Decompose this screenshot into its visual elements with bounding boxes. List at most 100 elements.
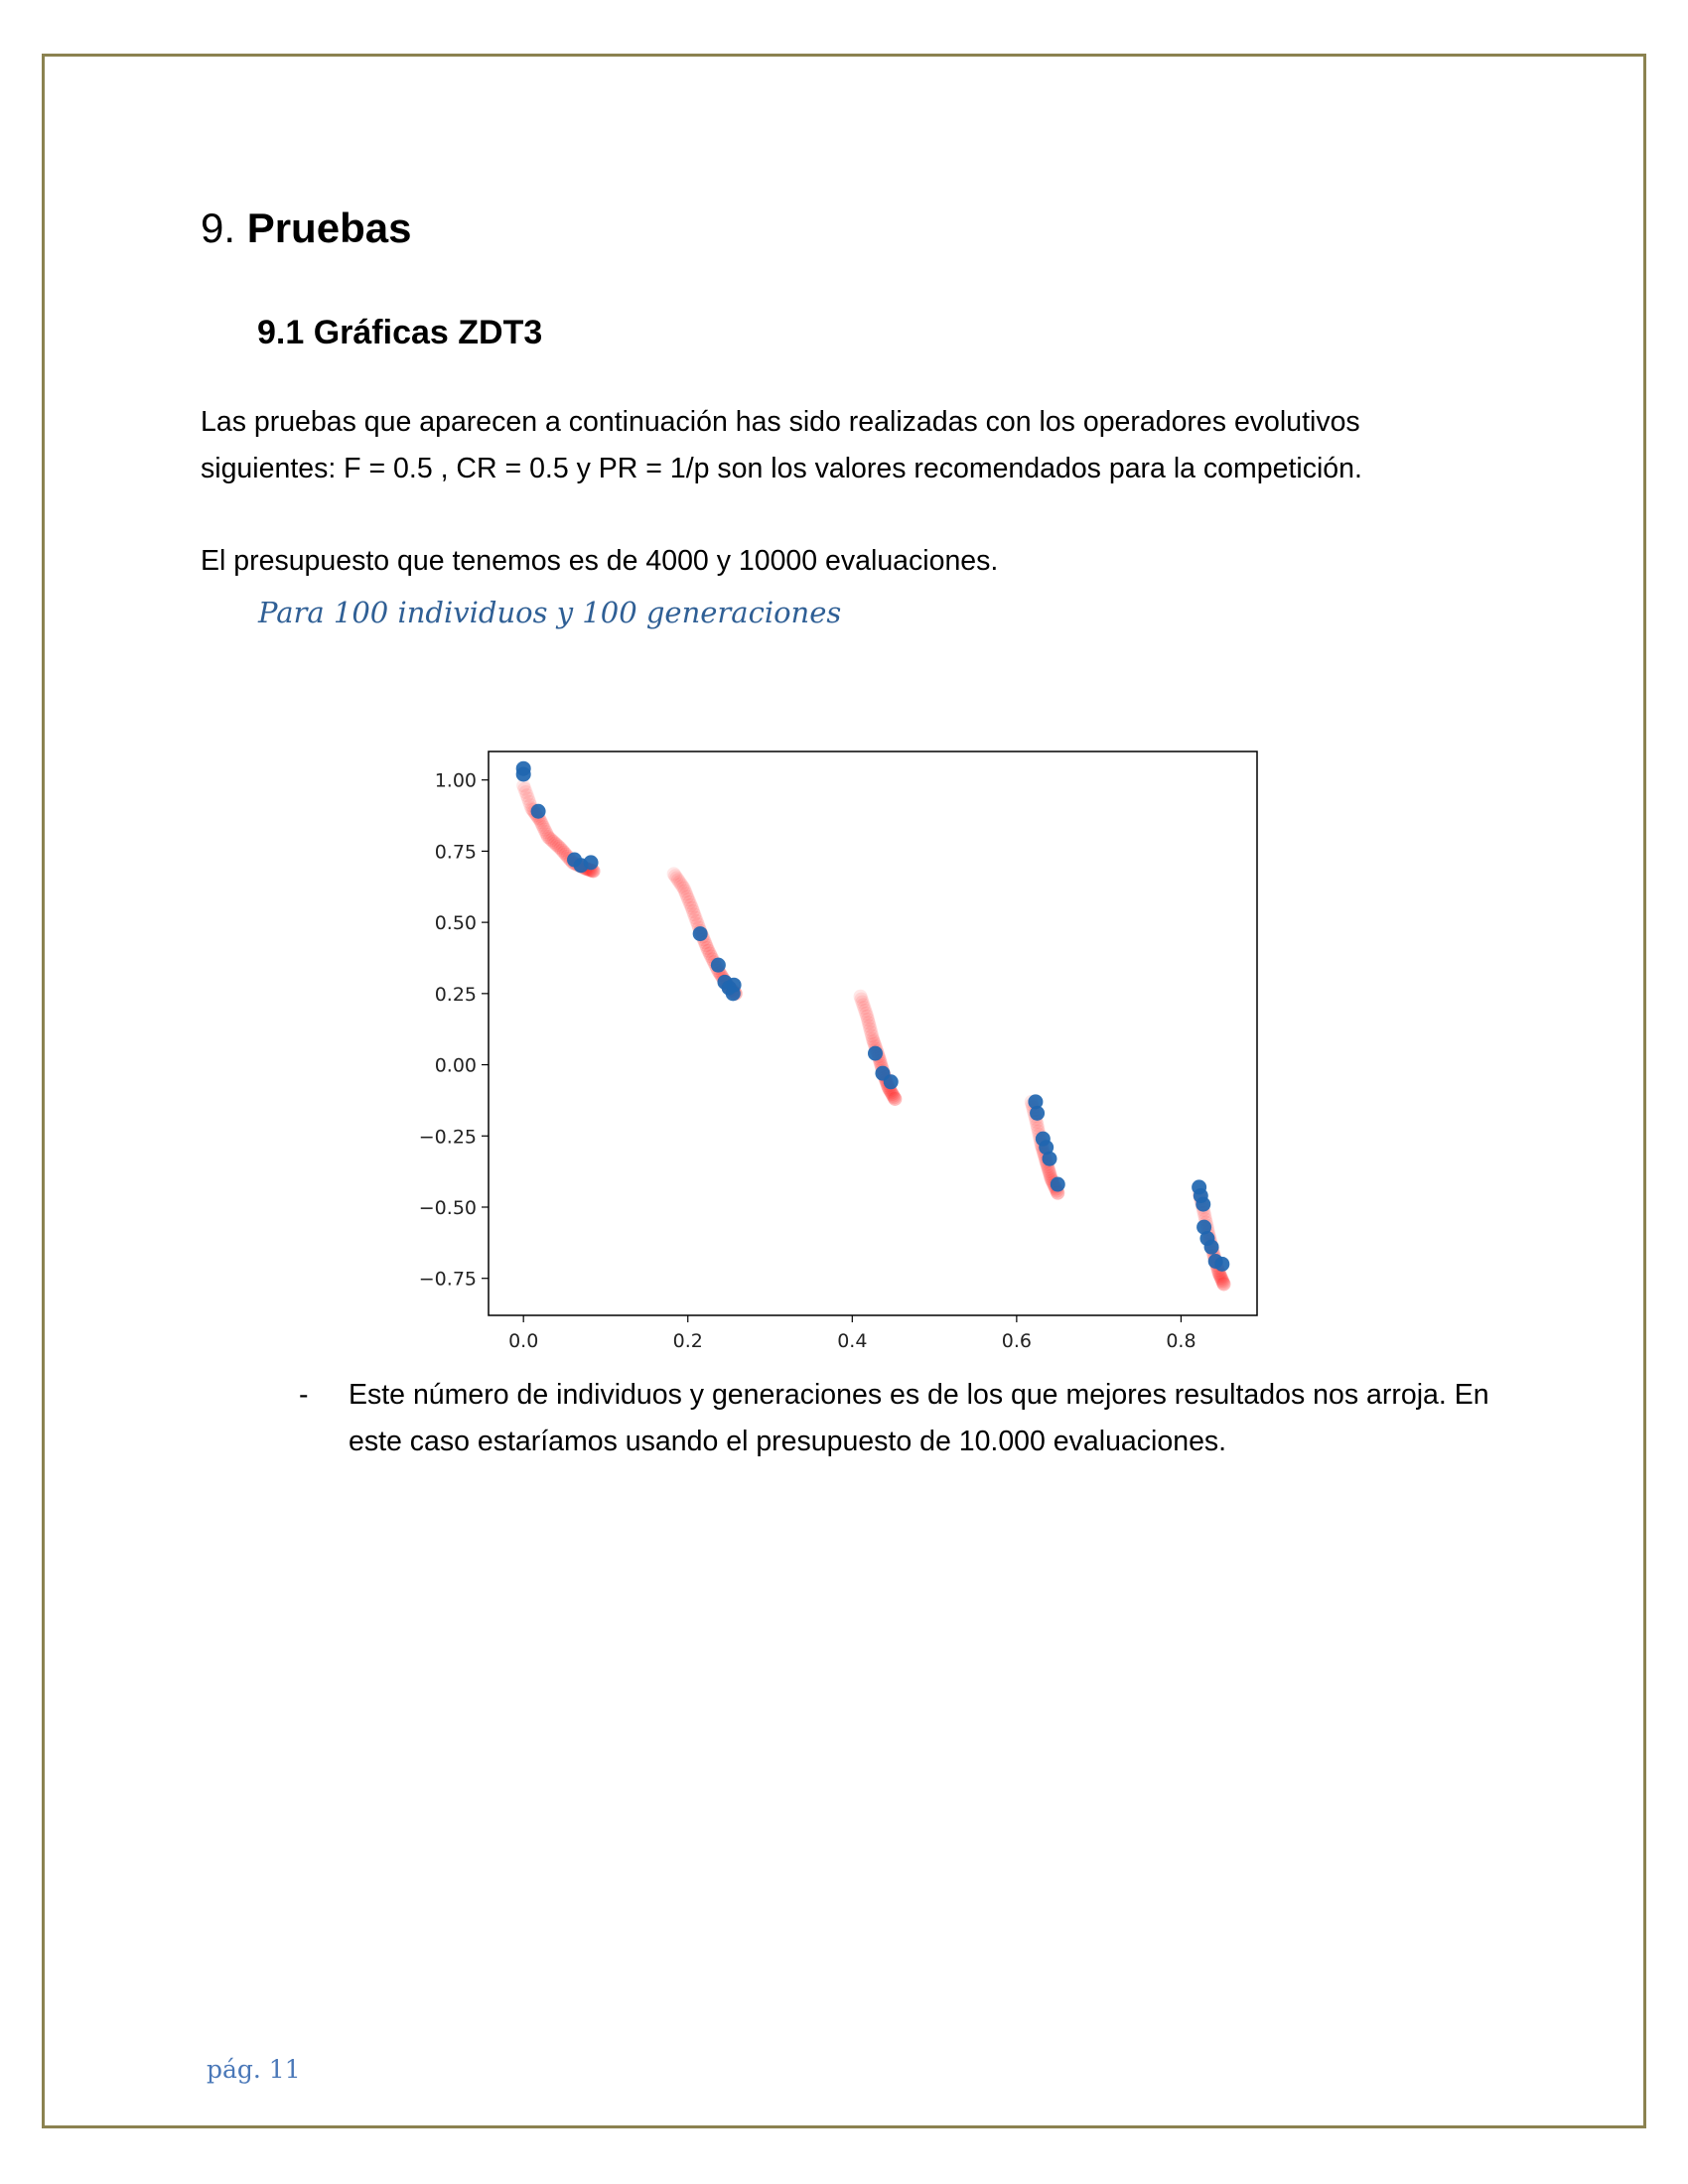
red-point	[689, 913, 704, 928]
section-number: 9.	[201, 205, 236, 251]
red-point	[866, 1034, 881, 1049]
y-tick-label: 0.25	[435, 984, 477, 1006]
red-point	[544, 833, 559, 848]
page-number: pág. 11	[207, 2055, 301, 2084]
figure-caption: Para 100 individuos y 100 generaciones	[258, 596, 842, 629]
red-point	[556, 845, 571, 860]
blue-point	[1028, 1094, 1044, 1110]
red-point	[673, 877, 688, 891]
blue-point	[1196, 1196, 1211, 1212]
red-point	[522, 794, 537, 809]
red-point	[860, 1009, 875, 1024]
blue-series-layer	[515, 760, 1230, 1272]
section-title: Pruebas	[246, 205, 412, 251]
red-point	[672, 875, 687, 889]
red-point	[553, 841, 568, 856]
blue-point	[1030, 1105, 1046, 1121]
blue-point	[692, 926, 708, 942]
intro-paragraph: Las pruebas que aparecen a continuación …	[201, 406, 1362, 484]
x-tick-label: 0.8	[1166, 1330, 1196, 1350]
red-point	[884, 1085, 899, 1100]
red-point	[701, 943, 716, 958]
red-point	[1212, 1269, 1227, 1284]
red-point	[535, 817, 550, 832]
red-point	[1197, 1209, 1212, 1224]
x-tick-label: 0.4	[837, 1330, 867, 1350]
red-point	[517, 781, 532, 796]
bullet-text: Este número de individuos y generaciones…	[349, 1379, 1489, 1457]
red-point	[886, 1088, 901, 1103]
red-point	[533, 815, 548, 830]
red-point	[1215, 1274, 1230, 1289]
red-point	[858, 1004, 873, 1019]
red-point	[669, 871, 684, 886]
red-series-layer	[516, 778, 1231, 1292]
budget-paragraph: El presupuesto que tenemos es de 4000 y …	[201, 545, 999, 577]
red-point	[1043, 1166, 1057, 1181]
red-point	[866, 1031, 880, 1046]
plot-frame	[488, 751, 1258, 1316]
blue-point	[1042, 1151, 1057, 1166]
red-point	[536, 820, 551, 835]
x-tick-label: 0.2	[673, 1330, 703, 1350]
blue-point	[530, 803, 546, 819]
red-point	[518, 784, 533, 799]
red-point	[862, 1019, 877, 1033]
blue-point	[1039, 1140, 1055, 1156]
red-point	[539, 827, 554, 842]
red-point	[537, 822, 552, 837]
red-point	[542, 831, 557, 846]
red-point	[687, 907, 702, 922]
red-point	[864, 1025, 879, 1040]
red-point	[1042, 1163, 1056, 1178]
red-point	[1215, 1275, 1230, 1290]
red-point	[688, 910, 703, 925]
red-point	[666, 867, 681, 882]
blue-point	[1214, 1256, 1230, 1272]
red-point	[1216, 1277, 1231, 1292]
scatter-chart: 0.0 0.2 0.4 0.6 0.8 1.00 0.75 0.50 0.25 0.00 −0.2…	[397, 735, 1271, 1355]
x-axis-ticks: 0.0 0.2 0.4 0.6 0.8	[508, 1315, 1196, 1352]
y-tick-label: 0.50	[435, 912, 477, 934]
red-point	[859, 1006, 874, 1021]
red-point	[1030, 1118, 1045, 1133]
red-point	[551, 839, 566, 854]
red-point	[682, 895, 697, 910]
red-point	[853, 989, 868, 1004]
red-point	[677, 884, 692, 898]
red-point	[546, 834, 561, 849]
red-point	[857, 1001, 872, 1016]
red-point	[887, 1090, 902, 1105]
red-point	[676, 881, 691, 895]
blue-point	[867, 1045, 883, 1061]
blue-point	[710, 957, 726, 973]
red-point	[555, 843, 570, 858]
red-point	[684, 900, 699, 915]
red-point	[668, 869, 683, 884]
red-point	[865, 1028, 880, 1043]
red-point	[675, 879, 690, 893]
red-point	[519, 788, 534, 803]
y-tick-label: 0.75	[435, 841, 477, 863]
red-point	[863, 1022, 878, 1036]
red-point	[549, 838, 564, 853]
red-point	[683, 897, 698, 912]
red-point	[700, 940, 715, 955]
blue-point	[583, 855, 599, 871]
red-point	[856, 998, 871, 1013]
red-point	[885, 1087, 900, 1102]
red-point	[686, 904, 701, 919]
scatter-chart-svg: 0.0 0.2 0.4 0.6 0.8 1.00 0.75 0.50 0.25 0.00 −0.2…	[419, 751, 1258, 1352]
red-point	[541, 830, 556, 845]
section-heading: 9. Pruebas	[201, 201, 411, 256]
red-point	[861, 1013, 876, 1027]
red-point	[1214, 1272, 1229, 1287]
bullet-marker: -	[299, 1379, 309, 1411]
page-border	[42, 54, 1646, 2128]
blue-point	[725, 986, 741, 1002]
y-tick-label: 0.00	[435, 1055, 477, 1077]
red-point	[678, 887, 693, 901]
x-tick-label: 0.0	[508, 1330, 538, 1350]
blue-point	[1050, 1176, 1065, 1192]
blue-point	[883, 1074, 899, 1090]
